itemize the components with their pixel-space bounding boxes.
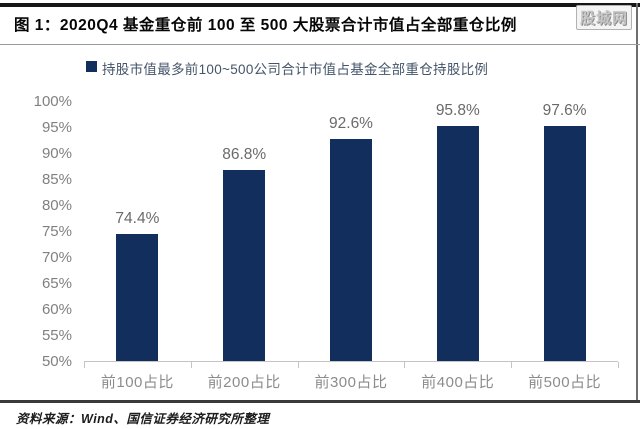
axis-tick [84, 362, 85, 368]
x-tick-label: 前400占比 [421, 374, 495, 391]
bar [436, 126, 479, 361]
x-tick-label: 前300占比 [314, 374, 388, 391]
axis-tick [191, 362, 192, 368]
plot-area: 74.4% 86.8% 92.6% 95.8% 97.6% [84, 102, 618, 362]
y-tick-label: 100% [33, 93, 72, 110]
bar-value-label: 97.6% [542, 102, 587, 119]
bar-column: 92.6% [298, 102, 405, 361]
right-border-rule [636, 3, 638, 402]
bar-column: 86.8% [191, 102, 298, 361]
x-tick-label: 前500占比 [528, 374, 602, 391]
y-tick-label: 90% [41, 145, 72, 162]
bar-column: 95.8% [404, 102, 511, 361]
bar [329, 139, 372, 361]
bar-column: 74.4% [84, 102, 191, 361]
chart-legend: 持股市值最多前100~500公司合计市值占基金全部重仓持股比例 [86, 58, 488, 78]
bar-value-label: 95.8% [435, 102, 480, 119]
bar-value-label: 74.4% [115, 210, 160, 227]
axis-tick [511, 362, 512, 368]
bar [116, 234, 159, 361]
y-tick-label: 85% [41, 171, 72, 188]
y-tick-label: 60% [41, 301, 72, 318]
y-tick-label: 75% [41, 223, 72, 240]
x-axis: 前100占比 前200占比 前300占比 前400占比 前500占比 [84, 371, 618, 392]
y-tick-label: 55% [41, 327, 72, 344]
x-tick-label: 前100占比 [100, 374, 174, 391]
bar-value-label: 92.6% [329, 115, 373, 132]
source-note: 资料来源：Wind、国信证券经济研究所整理 [16, 412, 270, 426]
legend-swatch-icon [86, 61, 97, 72]
y-tick-label: 70% [41, 249, 72, 266]
top-border-rule [0, 3, 640, 7]
bar [223, 170, 266, 361]
y-tick-label: 65% [41, 275, 72, 292]
y-tick-label: 95% [41, 119, 72, 136]
axis-tick [298, 362, 299, 368]
y-axis: 100% 95% 90% 85% 80% 75% 70% 65% 60% 55% 50% [0, 94, 72, 380]
legend-label: 持股市值最多前100~500公司合计市值占基金全部重仓持股比例 [102, 62, 489, 77]
x-tick-label: 前200占比 [207, 374, 281, 391]
axis-tick [618, 362, 619, 368]
bar-column: 97.6% [511, 102, 618, 361]
y-tick-label: 80% [41, 197, 72, 214]
bar [543, 126, 586, 361]
axis-tick [404, 362, 405, 368]
footer-divider [0, 400, 640, 403]
y-tick-label: 50% [41, 353, 72, 370]
figure-title: 图 1：2020Q4 基金重仓前 100 至 500 大股票合计市值占全部重仓比… [14, 17, 517, 34]
bar-value-label: 86.8% [222, 146, 267, 163]
watermark-logo: 股城网 [575, 5, 632, 30]
title-divider [0, 44, 640, 45]
